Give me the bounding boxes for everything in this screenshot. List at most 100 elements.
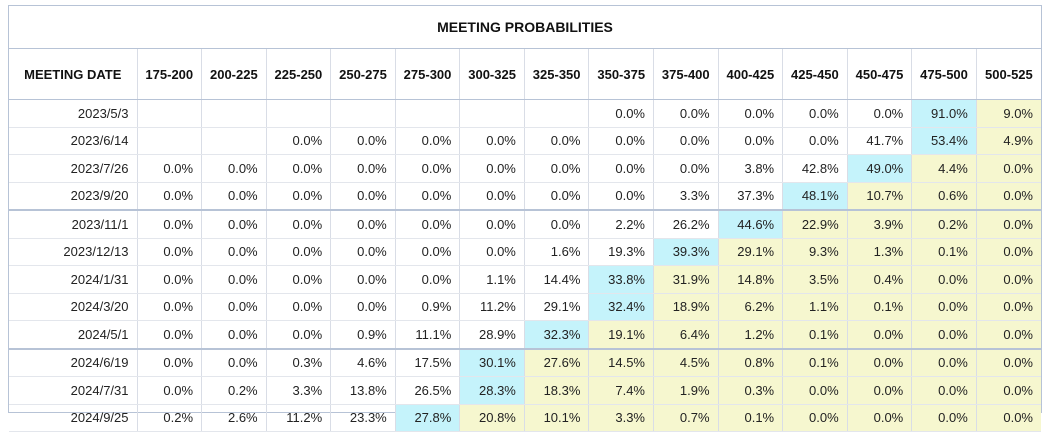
probability-cell: 0.0% [330, 265, 396, 294]
probability-cell: 1.1% [782, 293, 848, 321]
probability-cell: 0.7% [653, 404, 719, 432]
probability-cell: 0.0% [395, 238, 461, 266]
column-header-range: 250-275 [330, 49, 396, 100]
probability-cell: 0.0% [459, 154, 525, 183]
probability-cell: 37.3% [718, 182, 784, 211]
probability-cell: 0.0% [330, 209, 396, 239]
probability-cell: 10.1% [524, 404, 590, 432]
probability-cell: 32.4% [588, 293, 654, 321]
probability-cell: 0.0% [459, 127, 525, 155]
probability-cell: 0.0% [976, 182, 1041, 211]
probability-cell: 0.0% [653, 127, 719, 155]
probability-cell: 19.3% [588, 238, 654, 266]
probability-cell: 32.3% [524, 320, 590, 349]
probability-cell [330, 99, 396, 128]
probability-cell: 27.6% [524, 347, 590, 377]
probability-cell: 19.1% [588, 320, 654, 349]
probability-cell: 0.0% [137, 376, 203, 405]
probability-cell: 39.3% [653, 238, 719, 266]
probability-cell: 0.0% [847, 404, 913, 432]
probability-cell: 6.2% [718, 293, 784, 321]
probability-cell: 30.1% [459, 347, 525, 377]
table-row: 2024/3/20 0.0% 0.0% 0.0% 0.0% 0.9% 11.2% 29.1% 3… [9, 293, 1041, 321]
probability-cell: 0.0% [330, 293, 396, 321]
probability-cell: 20.8% [459, 404, 525, 432]
probability-cell: 0.0% [653, 99, 719, 128]
meeting-date-cell: 2023/5/3 [9, 99, 138, 128]
probability-cell: 3.8% [718, 154, 784, 183]
table-row: 2023/11/1 0.0% 0.0% 0.0% 0.0% 0.0% 0.0% 0.0% 2.2… [9, 209, 1041, 239]
probability-cell: 0.0% [395, 265, 461, 294]
probability-cell: 13.8% [330, 376, 396, 405]
probability-cell: 0.0% [588, 182, 654, 211]
probability-cell: 1.9% [653, 376, 719, 405]
probability-cell: 0.0% [976, 265, 1041, 294]
probability-cell: 9.0% [976, 99, 1041, 128]
probability-cell: 0.0% [976, 404, 1041, 432]
probability-cell: 48.1% [782, 182, 848, 211]
probability-cell: 0.0% [588, 154, 654, 183]
probability-cell: 0.0% [459, 238, 525, 266]
probability-cell: 0.0% [524, 127, 590, 155]
probability-cell: 0.0% [266, 265, 332, 294]
probability-cell: 31.9% [653, 265, 719, 294]
probability-cell: 44.6% [718, 209, 784, 239]
probability-cell: 3.9% [847, 209, 913, 239]
probability-cell: 0.0% [330, 127, 396, 155]
probability-cell: 0.0% [137, 182, 203, 211]
probability-cell: 1.3% [847, 238, 913, 266]
probability-cell: 0.0% [911, 320, 977, 349]
probability-cell: 0.0% [395, 154, 461, 183]
table-row: 2023/7/26 0.0% 0.0% 0.0% 0.0% 0.0% 0.0% 0.0% 0.0… [9, 154, 1041, 183]
probability-cell: 4.4% [911, 154, 977, 183]
probability-cell: 0.0% [911, 376, 977, 405]
probability-cell: 14.5% [588, 347, 654, 377]
column-header-range: 450-475 [847, 49, 913, 100]
probability-cell: 0.0% [588, 127, 654, 155]
probability-cell: 0.0% [266, 293, 332, 321]
probability-cell [137, 99, 203, 128]
table-row: 2024/9/25 0.2% 2.6% 11.2% 23.3% 27.8% 20.8% 10.… [9, 404, 1041, 432]
column-header-range: 300-325 [459, 49, 525, 100]
probability-cell: 0.2% [911, 209, 977, 239]
probability-cell: 0.0% [266, 320, 332, 349]
probability-cell: 0.0% [330, 154, 396, 183]
probability-cell: 0.0% [137, 154, 203, 183]
probability-cell: 0.1% [847, 293, 913, 321]
probability-cell: 0.9% [395, 293, 461, 321]
probability-cell: 3.3% [588, 404, 654, 432]
probability-cell: 29.1% [524, 293, 590, 321]
table-row: 2024/5/1 0.0% 0.0% 0.0% 0.9% 11.1% 28.9% 32.3% 1… [9, 320, 1041, 349]
probability-cell [395, 99, 461, 128]
probability-cell: 0.6% [911, 182, 977, 211]
column-header-meeting-date: MEETING DATE [9, 49, 138, 100]
probability-cell: 0.9% [330, 320, 396, 349]
probability-cell: 33.8% [588, 265, 654, 294]
probability-cell: 0.0% [137, 238, 203, 266]
probability-cell: 0.0% [524, 182, 590, 211]
table-row: 2023/6/14 0.0% 0.0% 0.0% 0.0% 0.0% 0.0% 0.0% 0.0… [9, 127, 1041, 155]
probability-cell: 0.0% [266, 209, 332, 239]
probability-cell: 1.6% [524, 238, 590, 266]
probability-cell: 0.0% [395, 209, 461, 239]
probability-cell: 3.3% [266, 376, 332, 405]
probability-cell: 1.1% [459, 265, 525, 294]
table-row: 2023/5/3 0.0% 0.0% 0.0% 0.0% 0.0% 91.0% 9.0% [9, 99, 1041, 128]
meeting-date-cell: 2023/9/20 [9, 182, 138, 211]
probability-cell: 18.9% [653, 293, 719, 321]
meeting-date-cell: 2024/6/19 [9, 347, 138, 377]
probability-cell: 0.0% [782, 127, 848, 155]
probability-cell: 91.0% [911, 99, 977, 128]
probability-cell: 0.0% [459, 209, 525, 239]
probability-cell: 0.0% [137, 347, 203, 377]
probability-cell: 0.0% [718, 127, 784, 155]
probability-cell: 0.0% [201, 320, 267, 349]
probability-cell: 0.0% [911, 265, 977, 294]
probability-cell: 0.0% [395, 127, 461, 155]
probability-cell: 14.8% [718, 265, 784, 294]
probability-cell: 0.0% [976, 293, 1041, 321]
probability-cell: 0.0% [201, 293, 267, 321]
probability-cell: 0.1% [782, 320, 848, 349]
probability-cell: 2.6% [201, 404, 267, 432]
meeting-date-cell: 2023/6/14 [9, 127, 138, 155]
